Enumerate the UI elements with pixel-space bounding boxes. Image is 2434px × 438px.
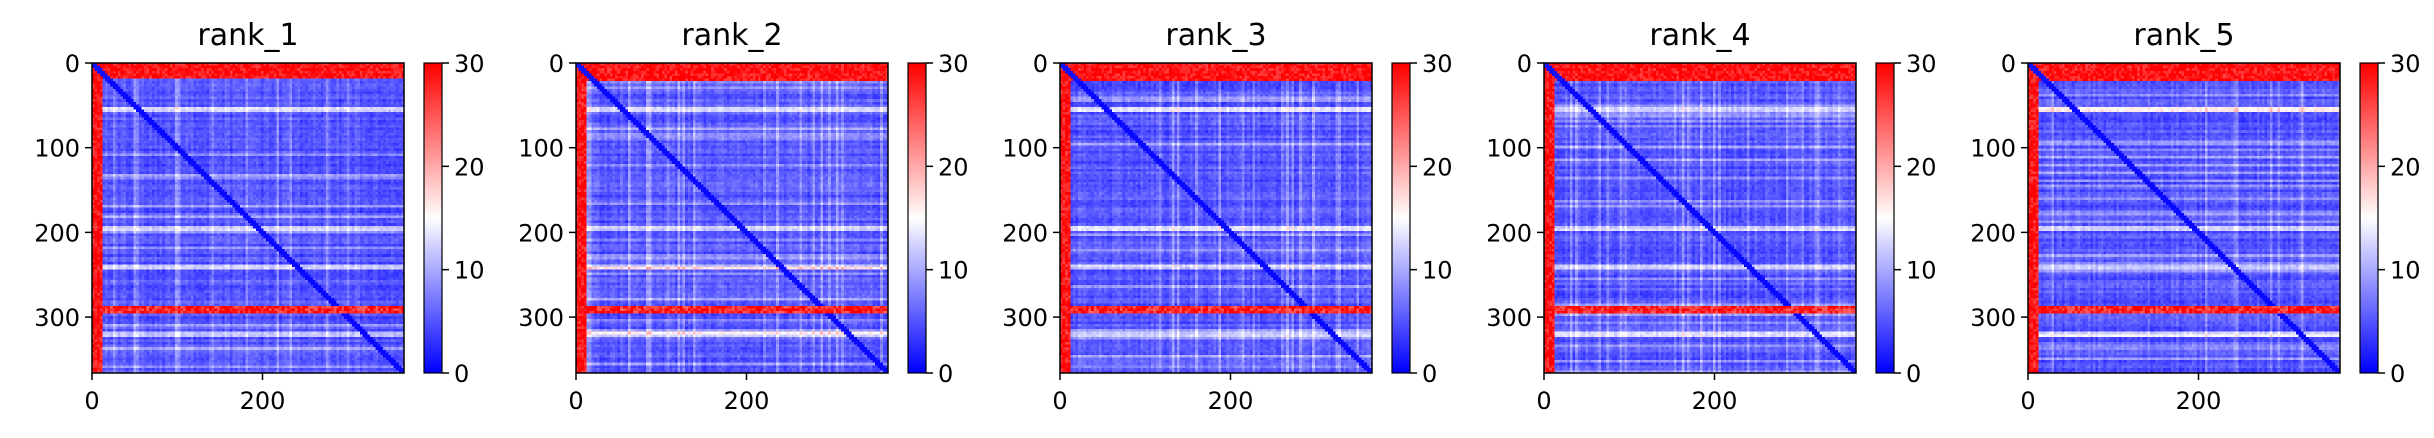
x-tick-label: 200 xyxy=(240,387,286,415)
panel-2: rank_2 0 100 200 300 0 200 0 10 20 30 xyxy=(518,18,968,415)
y-tick-label: 200 xyxy=(1970,219,2016,247)
colorbar-gradient xyxy=(2360,63,2378,373)
y-tick-label: 200 xyxy=(34,219,80,247)
x-tick-label: 0 xyxy=(1052,387,1067,415)
colorbar-tick-label: 20 xyxy=(1422,153,1453,181)
y-tick-label: 300 xyxy=(1970,304,2016,332)
heatmap-image xyxy=(1060,63,1372,373)
colorbar-gradient xyxy=(908,63,926,373)
colorbar-frame xyxy=(1391,62,1411,374)
colorbar-tick-label: 20 xyxy=(454,153,485,181)
colorbar-gradient xyxy=(1876,63,1894,373)
y-tick-label: 200 xyxy=(1002,219,1048,247)
x-tick-label: 0 xyxy=(568,387,583,415)
y-tick-label: 0 xyxy=(65,50,80,78)
colorbar-tick-label: 10 xyxy=(2390,257,2421,285)
colorbar-tick-label: 10 xyxy=(1422,257,1453,285)
y-tick-label: 100 xyxy=(1486,135,1532,163)
heatmap-frame xyxy=(575,62,889,374)
y-tick-label: 300 xyxy=(34,304,80,332)
panel-title: rank_1 xyxy=(197,18,298,53)
panel-5: rank_5 0 100 200 300 0 200 0 10 20 30 xyxy=(1970,18,2420,415)
colorbar-tick-label: 10 xyxy=(1906,257,1937,285)
y-tick-label: 200 xyxy=(1486,219,1532,247)
x-tick-label: 0 xyxy=(1536,387,1551,415)
heatmap-frame xyxy=(1059,62,1373,374)
colorbar-gradient xyxy=(1392,63,1410,373)
y-tick-label: 100 xyxy=(34,135,80,163)
panel-title: rank_4 xyxy=(1649,18,1750,53)
panel-title: rank_3 xyxy=(1165,18,1266,53)
x-tick-label: 200 xyxy=(1692,387,1738,415)
heatmap-frame xyxy=(1543,62,1857,374)
colorbar-tick-label: 30 xyxy=(2390,50,2421,78)
y-tick-label: 300 xyxy=(1002,304,1048,332)
y-tick-label: 0 xyxy=(2001,50,2016,78)
colorbar-tick-label: 10 xyxy=(454,257,485,285)
y-tick-label: 100 xyxy=(518,135,564,163)
colorbar-tick-label: 0 xyxy=(454,360,469,388)
panel-3: rank_3 0 100 200 300 0 200 0 10 20 30 xyxy=(1002,18,1452,415)
panel-title: rank_5 xyxy=(2133,18,2234,53)
panel-1: rank_1 0 100 200 300 0 200 0 10 20 30 xyxy=(34,18,484,415)
colorbar-tick-label: 0 xyxy=(1906,360,1921,388)
x-tick-label: 0 xyxy=(84,387,99,415)
y-tick-label: 0 xyxy=(1033,50,1048,78)
colorbar-tick-label: 30 xyxy=(454,50,485,78)
colorbar-tick-label: 20 xyxy=(1906,153,1937,181)
colorbar-tick-label: 30 xyxy=(1906,50,1937,78)
colorbar-tick-label: 0 xyxy=(2390,360,2405,388)
colorbar-frame xyxy=(907,62,927,374)
y-tick-label: 100 xyxy=(1970,135,2016,163)
y-tick-label: 300 xyxy=(1486,304,1532,332)
panel-4: rank_4 0 100 200 300 0 200 0 10 20 30 xyxy=(1486,18,1936,415)
x-tick-label: 200 xyxy=(2176,387,2222,415)
y-tick-label: 0 xyxy=(549,50,564,78)
colorbar-gradient xyxy=(424,63,442,373)
colorbar-tick-label: 20 xyxy=(938,153,969,181)
colorbar-frame xyxy=(423,62,443,374)
panel-title: rank_2 xyxy=(681,18,782,53)
colorbar-tick-label: 10 xyxy=(938,257,969,285)
colorbar-tick-label: 0 xyxy=(938,360,953,388)
colorbar-tick-label: 20 xyxy=(2390,153,2421,181)
heatmap-frame xyxy=(2027,62,2341,374)
y-tick-label: 300 xyxy=(518,304,564,332)
heatmap-image xyxy=(576,63,888,373)
x-tick-label: 200 xyxy=(724,387,770,415)
y-tick-label: 200 xyxy=(518,219,564,247)
heatmap-image xyxy=(2028,63,2340,373)
y-tick-label: 0 xyxy=(1517,50,1532,78)
x-tick-label: 200 xyxy=(1208,387,1254,415)
colorbar-tick-label: 30 xyxy=(938,50,969,78)
heatmap-frame xyxy=(91,62,405,374)
heatmap-image xyxy=(92,63,404,373)
colorbar-frame xyxy=(1875,62,1895,374)
x-tick-label: 0 xyxy=(2020,387,2035,415)
y-tick-label: 100 xyxy=(1002,135,1048,163)
colorbar-tick-label: 0 xyxy=(1422,360,1437,388)
heatmap-image xyxy=(1544,63,1856,373)
colorbar-tick-label: 30 xyxy=(1422,50,1453,78)
colorbar-frame xyxy=(2359,62,2379,374)
